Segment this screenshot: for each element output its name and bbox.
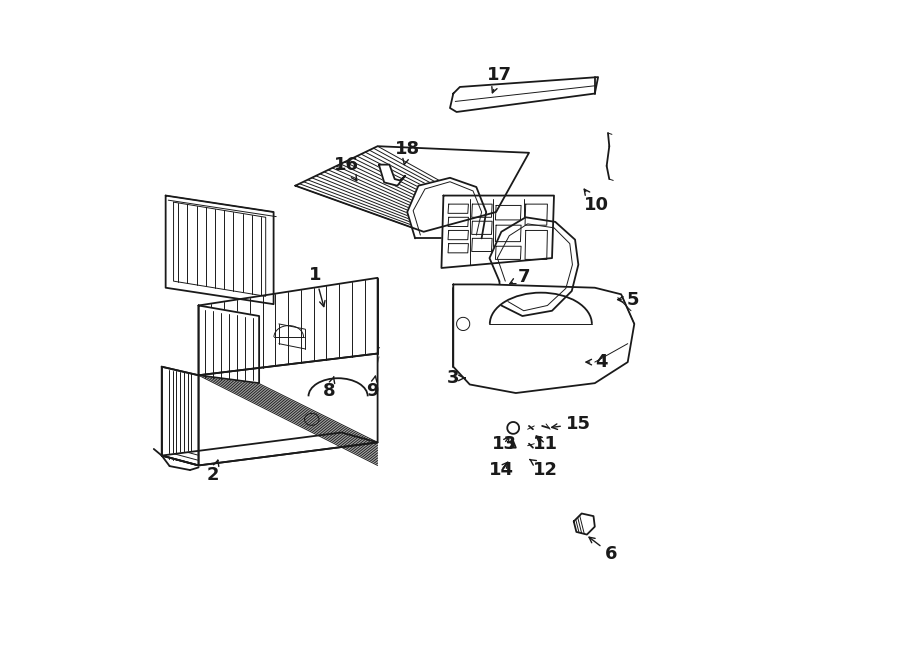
Polygon shape [448, 204, 468, 214]
Text: 11: 11 [533, 435, 558, 453]
Text: 16: 16 [334, 155, 358, 180]
Text: 5: 5 [617, 291, 639, 309]
Polygon shape [495, 247, 521, 259]
Polygon shape [495, 225, 521, 242]
Text: 17: 17 [487, 66, 512, 93]
Text: 6: 6 [589, 537, 617, 563]
Polygon shape [295, 146, 529, 232]
Polygon shape [413, 182, 482, 235]
Text: 14: 14 [489, 461, 514, 479]
Text: 2: 2 [207, 460, 220, 485]
Polygon shape [199, 354, 378, 465]
Polygon shape [454, 284, 634, 393]
Text: 9: 9 [366, 376, 379, 400]
Polygon shape [525, 204, 547, 225]
Polygon shape [174, 202, 266, 296]
Polygon shape [525, 231, 547, 259]
Polygon shape [166, 196, 274, 304]
Polygon shape [162, 367, 199, 465]
Polygon shape [448, 217, 468, 227]
Text: 4: 4 [586, 353, 608, 371]
Text: 12: 12 [530, 459, 558, 479]
Text: 18: 18 [395, 141, 420, 165]
Text: 15: 15 [552, 415, 591, 433]
Text: 8: 8 [323, 377, 336, 400]
Polygon shape [448, 244, 468, 253]
Text: 3: 3 [447, 369, 465, 387]
Polygon shape [199, 305, 259, 383]
Text: 1: 1 [309, 266, 325, 307]
Text: 13: 13 [491, 435, 517, 453]
Polygon shape [407, 178, 486, 239]
Polygon shape [498, 224, 572, 311]
Text: 10: 10 [583, 189, 608, 214]
Polygon shape [490, 217, 579, 316]
Polygon shape [162, 432, 378, 465]
Polygon shape [472, 221, 492, 235]
Text: 7: 7 [509, 268, 530, 286]
Polygon shape [450, 77, 598, 112]
Polygon shape [448, 231, 468, 240]
Polygon shape [379, 165, 405, 186]
Polygon shape [495, 206, 521, 220]
Polygon shape [472, 239, 492, 252]
Polygon shape [472, 204, 492, 217]
Polygon shape [441, 196, 554, 268]
Polygon shape [573, 514, 595, 535]
Polygon shape [199, 278, 378, 375]
